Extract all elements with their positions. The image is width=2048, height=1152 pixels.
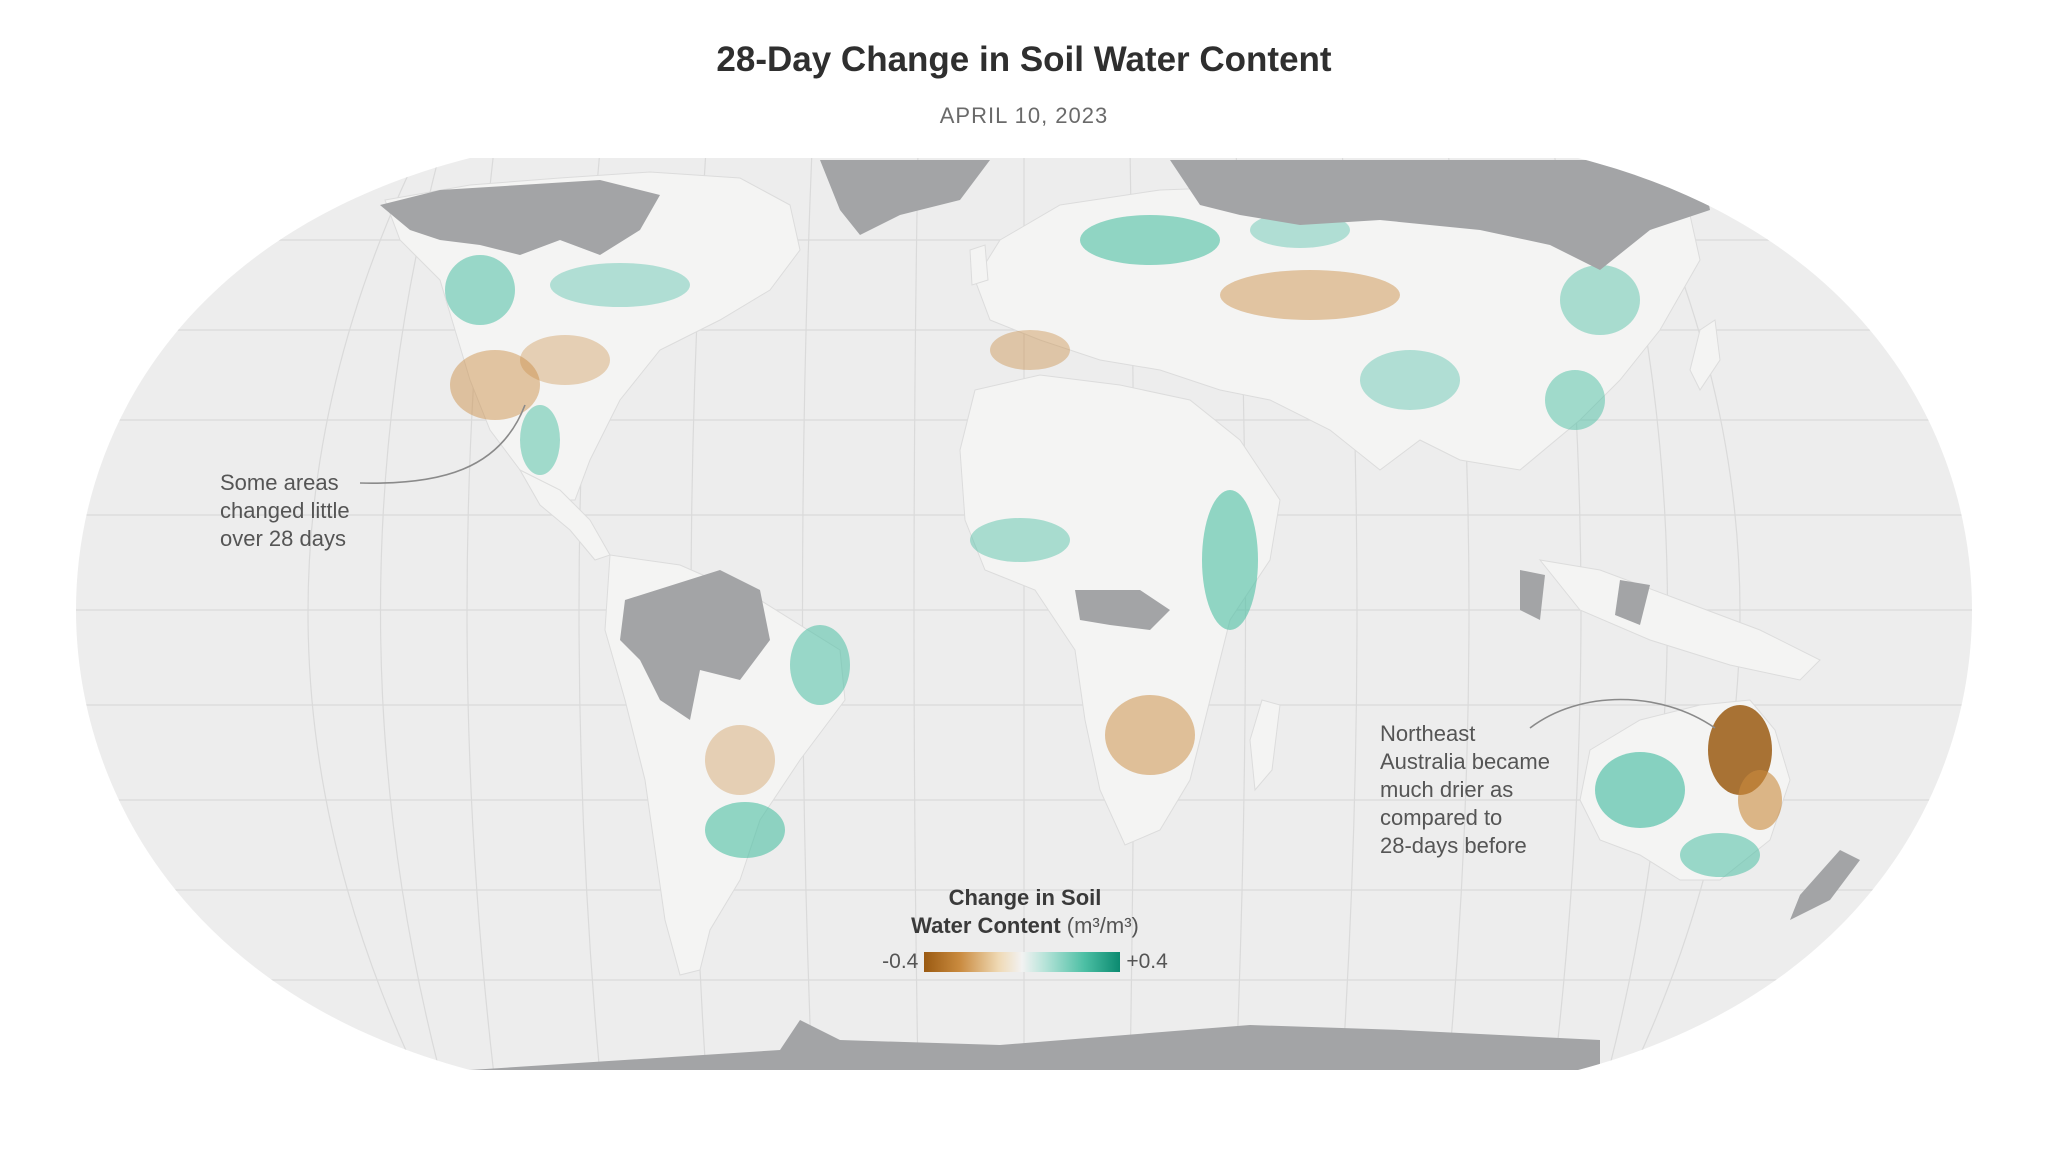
madagascar	[1249, 699, 1281, 792]
legend-title-line2: Water Content	[911, 913, 1061, 938]
japan	[1689, 319, 1721, 391]
legend-scale: -0.4 +0.4	[860, 950, 1190, 974]
annotation-line: over 28 days	[220, 526, 346, 551]
north-america-leader-line	[359, 404, 526, 484]
north-america	[384, 171, 801, 501]
legend: Change in Soil Water Content (m³/m³) -0.…	[860, 884, 1190, 974]
legend-max-label: +0.4	[1126, 950, 1168, 973]
annotation-line: Some areas	[220, 470, 339, 495]
wetter-patches	[445, 212, 1760, 877]
central-america	[518, 468, 611, 561]
annotation-line: changed little	[220, 498, 350, 523]
annotation-line: 28-days before	[1380, 833, 1527, 858]
map-date: APRIL 10, 2023	[939, 103, 1109, 128]
australia-annotation: Northeast Australia became much drier as…	[1380, 720, 1550, 860]
no-data-regions	[380, 160, 1710, 1070]
annotation-line: Northeast	[1380, 721, 1476, 746]
legend-title-line1: Change in Soil	[948, 885, 1102, 910]
map-title: 28-Day Change in Soil Water Content	[716, 40, 1332, 79]
annotation-line: much drier as	[1380, 777, 1514, 802]
legend-min-label: -0.4	[882, 950, 919, 973]
legend-color-bar	[924, 952, 1121, 972]
north-america-annotation: Some areas changed little over 28 days	[220, 469, 350, 553]
drier-patches	[450, 270, 1782, 830]
british-isles	[969, 244, 989, 286]
new-zealand	[1790, 850, 1860, 920]
legend-unit: (m³/m³)	[1066, 913, 1139, 938]
annotation-line: compared to	[1380, 805, 1503, 830]
legend-title: Change in Soil Water Content (m³/m³)	[860, 884, 1190, 940]
annotation-line: Australia became	[1380, 749, 1550, 774]
australia-leader-line	[1529, 698, 1716, 729]
